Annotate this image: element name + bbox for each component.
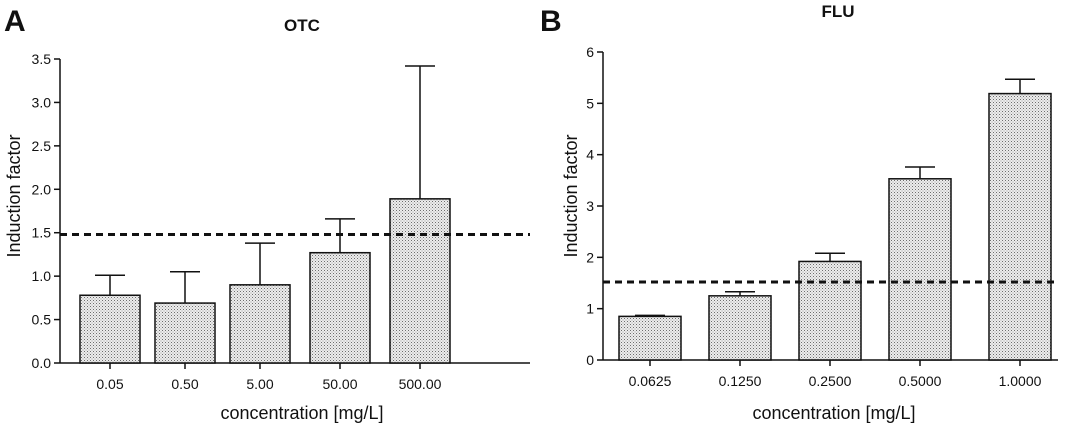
bar-0.05 (79, 294, 141, 364)
y-tick-label: 0.5 (32, 312, 52, 328)
y-tick-label: 0 (586, 352, 594, 368)
panel-a-bars (79, 198, 451, 364)
bar-0.5000 (888, 178, 952, 361)
panel-a: A OTC Induction factor concentration [mg… (4, 5, 530, 423)
x-tick-label: 0.05 (96, 376, 123, 392)
y-tick-label: 1.0 (32, 268, 52, 284)
bar-5.00 (229, 284, 291, 364)
y-tick-label: 2 (586, 249, 594, 265)
y-tick-label: 2.0 (32, 181, 52, 197)
panel-b: B FLU Induction factor concentration [mg… (540, 2, 1058, 423)
y-tick-label: 3.0 (32, 94, 52, 110)
y-tick-label: 3.5 (32, 51, 52, 67)
x-tick-label: 500.00 (399, 376, 442, 392)
y-tick-label: 1.5 (32, 225, 52, 241)
panel-a-error-bars (95, 65, 435, 304)
bar-0.2500 (798, 260, 862, 361)
x-tick-label: 1.0000 (999, 373, 1042, 389)
y-tick-label: 0.0 (32, 355, 52, 371)
x-tick-label: 50.00 (322, 376, 357, 392)
bar-0.1250 (708, 295, 772, 361)
panel-b-y-ticks: 0 1 2 3 4 5 6 (586, 44, 603, 368)
panel-b-x-ticks: 0.0625 0.1250 0.2500 0.5000 1.0000 (629, 360, 1042, 389)
panel-b-error-bars (635, 78, 1035, 317)
bar-0.0625 (618, 315, 682, 361)
bar-0.50 (154, 302, 216, 364)
bar-500.00 (389, 198, 451, 364)
panel-b-bars (618, 92, 1052, 361)
x-tick-label: 5.00 (246, 376, 273, 392)
panel-a-y-axis-label: Induction factor (4, 134, 24, 257)
y-tick-label: 4 (586, 147, 594, 163)
panel-a-y-ticks: 0.0 0.5 1.0 1.5 2.0 2.5 3.0 3.5 (32, 51, 60, 371)
panel-a-x-axis-label: concentration [mg/L] (220, 403, 383, 423)
x-tick-label: 0.50 (171, 376, 198, 392)
panel-a-x-ticks: 0.05 0.50 5.00 50.00 500.00 (96, 363, 442, 392)
panel-b-y-axis-label: Induction factor (561, 134, 581, 257)
bar-1.0000 (988, 92, 1052, 361)
x-tick-label: 0.0625 (629, 373, 672, 389)
y-tick-label: 3 (586, 198, 594, 214)
x-tick-label: 0.1250 (719, 373, 762, 389)
panel-a-letter: A (4, 5, 26, 38)
y-tick-label: 2.5 (32, 138, 52, 154)
panel-b-title: FLU (821, 2, 854, 21)
y-tick-label: 1 (586, 301, 594, 317)
panel-a-title: OTC (284, 16, 320, 35)
x-tick-label: 0.2500 (809, 373, 852, 389)
y-tick-label: 6 (586, 44, 594, 60)
panel-b-x-axis-label: concentration [mg/L] (752, 403, 915, 423)
panel-b-letter: B (540, 5, 562, 38)
x-tick-label: 0.5000 (899, 373, 942, 389)
y-tick-label: 5 (586, 95, 594, 111)
bar-50.00 (309, 251, 371, 364)
